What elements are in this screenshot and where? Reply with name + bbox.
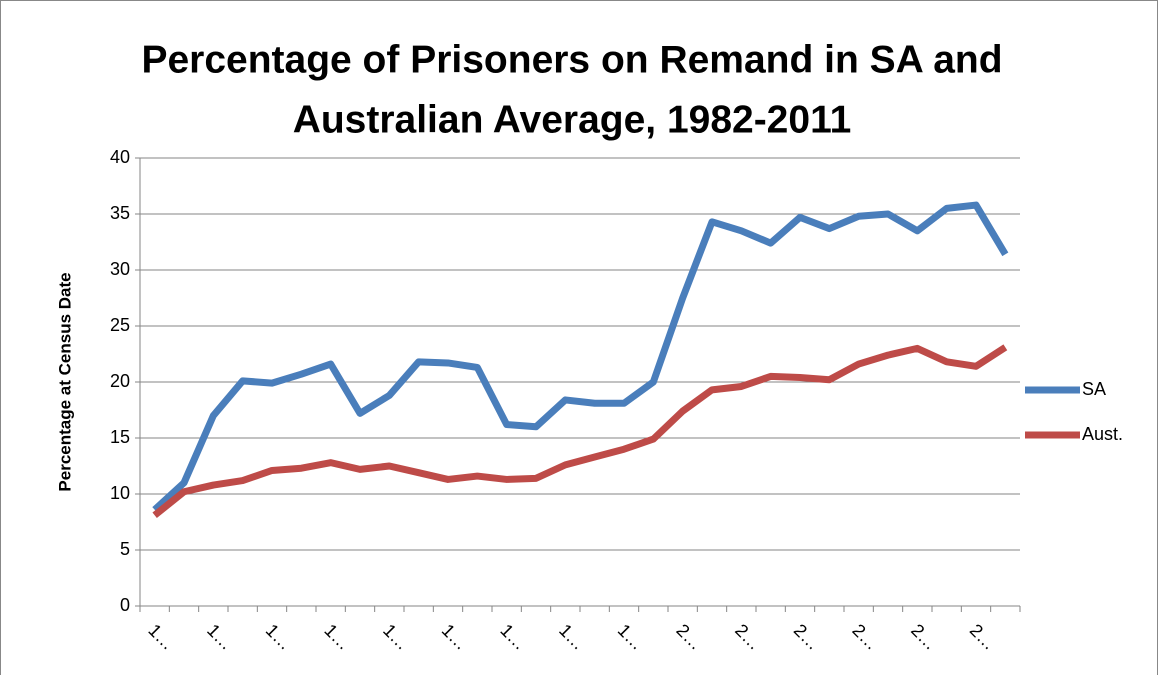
data-line: [152, 344, 1008, 519]
y-tick-label: 40: [110, 147, 130, 167]
y-tick-label: 15: [110, 427, 130, 447]
chart-title: Percentage of Prisoners on Remand in SA …: [141, 38, 1002, 81]
y-tick-label: 25: [110, 315, 130, 335]
y-tick-label: 10: [110, 483, 130, 503]
y-tick-label: 35: [110, 203, 130, 223]
chart-title: Australian Average, 1982-2011: [293, 98, 852, 141]
y-axis-title: Percentage at Census Date: [55, 272, 74, 491]
y-tick-label: 20: [110, 371, 130, 391]
legend-label: SA: [1082, 379, 1106, 399]
legend-label: Aust.: [1082, 424, 1123, 444]
y-tick-label: 0: [120, 595, 130, 615]
y-tick-label: 5: [120, 539, 130, 559]
data-line: [152, 201, 1009, 513]
y-tick-label: 30: [110, 259, 130, 279]
